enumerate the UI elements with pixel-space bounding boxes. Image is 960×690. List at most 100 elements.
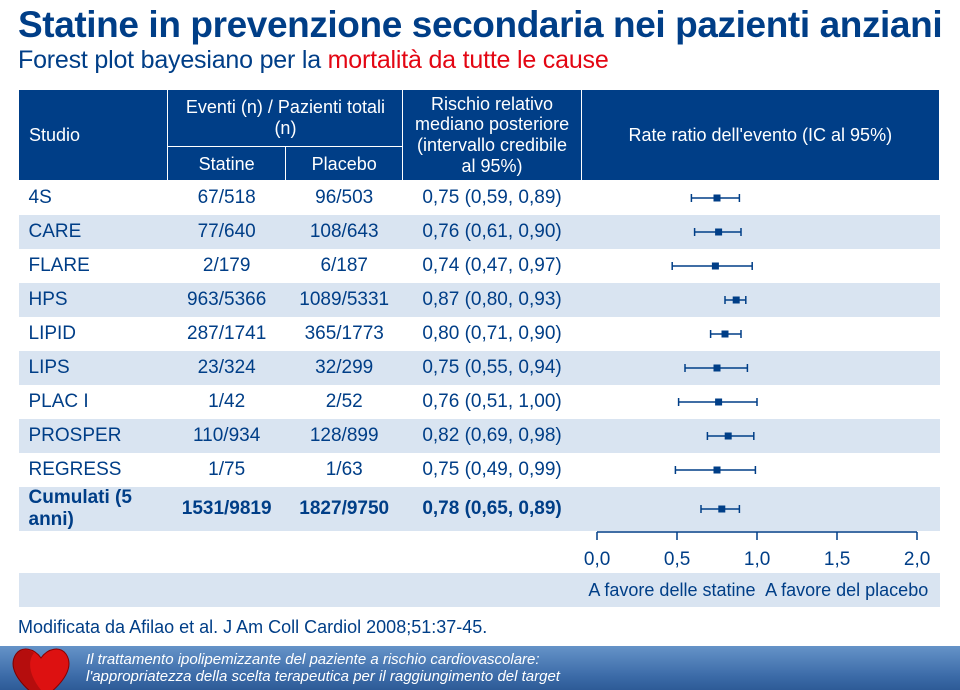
header-study: Studio	[19, 89, 168, 181]
cell-statine: 1/75	[168, 453, 286, 487]
table-row: FLARE2/1796/1870,74 (0,47, 0,97)	[19, 249, 940, 283]
footer-line2: l'appropriatezza della scelta terapeutic…	[86, 669, 560, 686]
forest-marker	[587, 385, 927, 419]
cell-placebo: 2/52	[285, 385, 403, 419]
header-events: Eventi (n) / Pazienti totali (n)	[168, 89, 403, 147]
table-body: 4S67/51896/5030,75 (0,59, 0,89) CARE77/6…	[19, 181, 940, 532]
cell-study: REGRESS	[19, 453, 168, 487]
cell-forest	[581, 351, 939, 385]
cell-statine: 287/1741	[168, 317, 286, 351]
cell-placebo: 6/187	[285, 249, 403, 283]
cell-risk: 0,75 (0,49, 0,99)	[403, 453, 581, 487]
footer-line1: Il trattamento ipolipemizzante del pazie…	[86, 652, 560, 669]
cell-statine: 1531/9819	[168, 487, 286, 531]
forest-marker	[587, 453, 927, 487]
slide-title: Statine in prevenzione secondaria nei pa…	[18, 6, 960, 44]
axis-tick: 0,0	[584, 549, 610, 571]
cell-forest	[581, 181, 939, 216]
cell-statine: 77/640	[168, 215, 286, 249]
forest-marker	[587, 317, 927, 351]
cell-placebo: 1/63	[285, 453, 403, 487]
cell-risk: 0,76 (0,51, 1,00)	[403, 385, 581, 419]
cell-study: 4S	[19, 181, 168, 216]
table-row: CARE77/640108/6430,76 (0,61, 0,90)	[19, 215, 940, 249]
header-risk: Rischio relativo mediano posteriore (int…	[403, 89, 581, 181]
cell-risk: 0,87 (0,80, 0,93)	[403, 283, 581, 317]
table-row: PROSPER110/934128/8990,82 (0,69, 0,98)	[19, 419, 940, 453]
cell-risk: 0,75 (0,59, 0,89)	[403, 181, 581, 216]
heart-icon	[6, 646, 76, 690]
cell-risk: 0,76 (0,61, 0,90)	[403, 215, 581, 249]
axis-tick: 2,0	[904, 549, 930, 571]
favor-labels: A favore delle statine A favore del place…	[587, 580, 933, 600]
subtitle-part-a: Forest plot bayesiano per la	[18, 46, 328, 74]
subtitle-highlight: mortalità da tutte le cause	[328, 46, 609, 74]
table-header: Studio Eventi (n) / Pazienti totali (n) …	[19, 89, 940, 181]
table-row: REGRESS1/751/630,75 (0,49, 0,99)	[19, 453, 940, 487]
forest-marker	[587, 215, 927, 249]
table-row: PLAC I1/422/520,76 (0,51, 1,00)	[19, 385, 940, 419]
cell-study: HPS	[19, 283, 168, 317]
forest-marker	[587, 492, 927, 526]
cell-forest	[581, 385, 939, 419]
cell-placebo: 1089/5331	[285, 283, 403, 317]
cell-statine: 23/324	[168, 351, 286, 385]
cell-study: LIPID	[19, 317, 168, 351]
footer-text: Il trattamento ipolipemizzante del pazie…	[86, 652, 560, 685]
cell-placebo: 365/1773	[285, 317, 403, 351]
forest-marker	[587, 351, 927, 385]
cell-forest	[581, 283, 939, 317]
cell-study: FLARE	[19, 249, 168, 283]
forest-marker	[587, 419, 927, 453]
footer-banner: Il trattamento ipolipemizzante del pazie…	[0, 646, 960, 690]
forest-plot-table: Studio Eventi (n) / Pazienti totali (n) …	[18, 89, 940, 608]
cell-forest	[581, 419, 939, 453]
cell-study: PLAC I	[19, 385, 168, 419]
table-row: LIPID287/1741365/17730,80 (0,71, 0,90)	[19, 317, 940, 351]
cell-risk: 0,74 (0,47, 0,97)	[403, 249, 581, 283]
table-row: HPS963/53661089/53310,87 (0,80, 0,93)	[19, 283, 940, 317]
favor-placebo: A favore del placebo	[765, 580, 928, 601]
header-statine: Statine	[168, 147, 286, 181]
forest-marker	[587, 283, 927, 317]
cell-placebo: 1827/9750	[285, 487, 403, 531]
citation: Modificata da Afilao et al. J Am Coll Ca…	[18, 617, 487, 638]
forest-marker	[587, 181, 927, 215]
cell-risk: 0,75 (0,55, 0,94)	[403, 351, 581, 385]
table-row: 4S67/51896/5030,75 (0,59, 0,89)	[19, 181, 940, 216]
cell-statine: 2/179	[168, 249, 286, 283]
axis-section: 0,00,51,01,52,0 A favore delle statineA …	[19, 531, 940, 607]
cell-statine: 1/42	[168, 385, 286, 419]
cell-placebo: 32/299	[285, 351, 403, 385]
cell-forest	[581, 215, 939, 249]
favor-statine: A favore delle statine	[588, 580, 755, 601]
cell-study: LIPS	[19, 351, 168, 385]
cell-risk: 0,82 (0,69, 0,98)	[403, 419, 581, 453]
cell-study: PROSPER	[19, 419, 168, 453]
cell-risk: 0,78 (0,65, 0,89)	[403, 487, 581, 531]
header-rate: Rate ratio dell'evento (IC al 95%)	[581, 89, 939, 181]
cell-placebo: 96/503	[285, 181, 403, 216]
axis-svg	[587, 531, 927, 549]
header-placebo: Placebo	[285, 147, 403, 181]
cell-placebo: 128/899	[285, 419, 403, 453]
table-row: LIPS23/32432/2990,75 (0,55, 0,94)	[19, 351, 940, 385]
cell-statine: 110/934	[168, 419, 286, 453]
cell-forest	[581, 317, 939, 351]
cell-statine: 67/518	[168, 181, 286, 216]
cell-study: Cumulati (5 anni)	[19, 487, 168, 531]
axis-tick: 0,5	[664, 549, 690, 571]
axis-tick-labels: 0,0 0,5 1,0 1,5 2,0	[587, 549, 933, 573]
forest-marker	[587, 249, 927, 283]
cell-placebo: 108/643	[285, 215, 403, 249]
cell-forest	[581, 487, 939, 531]
cell-statine: 963/5366	[168, 283, 286, 317]
cell-study: CARE	[19, 215, 168, 249]
table-row: Cumulati (5 anni)1531/98191827/97500,78 …	[19, 487, 940, 531]
axis-tick: 1,0	[744, 549, 770, 571]
cell-forest	[581, 453, 939, 487]
axis-tick: 1,5	[824, 549, 850, 571]
cell-risk: 0,80 (0,71, 0,90)	[403, 317, 581, 351]
slide-subtitle: Forest plot bayesiano per la mortalità d…	[18, 46, 960, 75]
cell-forest	[581, 249, 939, 283]
